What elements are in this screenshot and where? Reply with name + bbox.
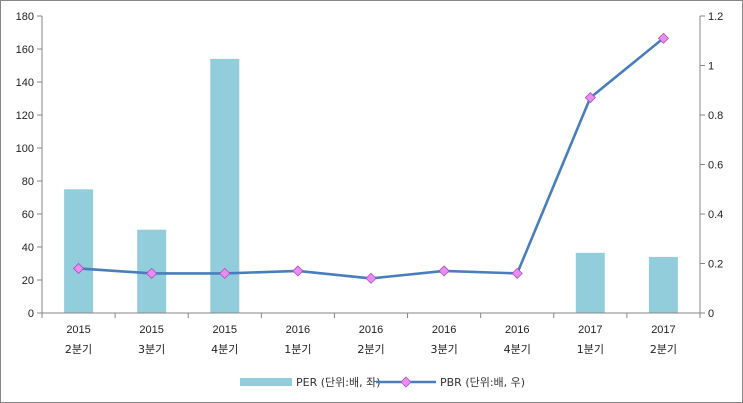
left-tick-label: 120 [16,110,34,122]
pbr-point-7 [511,267,523,279]
x-tick-label-quarter: 3분기 [430,343,457,356]
right-tick-label: 1 [708,61,714,73]
left-tick-label: 40 [22,242,34,254]
x-tick-label-quarter: 1분기 [284,343,311,356]
x-tick-label-year: 2015 [213,324,237,336]
x-tick-label-quarter: 2분기 [357,343,384,356]
x-tick-label-quarter: 3분기 [138,343,165,356]
pbr-point-2 [146,267,158,279]
x-tick-label-year: 2017 [578,324,602,336]
x-tick-label-year: 2016 [505,324,529,336]
legend-per-label: PER (단위:배, 좌) [296,376,381,389]
right-tick-label: 0 [708,308,714,320]
pbr-point-5 [365,272,377,284]
left-tick-label: 0 [28,308,34,320]
plot-area: 0 20 40 60 80 100 120 140 160 180 0 0.2 0.4 0.6 0.8 1 1.… [16,11,724,356]
left-tick-label: 160 [16,44,34,56]
pbr-point-9 [657,32,670,44]
right-tick-label: 0.6 [708,160,723,172]
right-tick-label: 0.2 [708,259,723,271]
left-tick-label: 100 [16,143,34,155]
x-tick-label-quarter: 2분기 [650,343,677,356]
x-tick-label-year: 2016 [359,324,383,336]
left-tick-label: 180 [16,11,34,23]
right-tick-label: 0.4 [708,209,723,221]
left-tick-label: 80 [22,176,34,188]
left-tick-label: 140 [16,77,34,89]
x-tick-label-year: 2017 [651,324,675,336]
x-tick-label-year: 2015 [66,324,90,336]
per-bar-8 [575,252,605,313]
x-tick-label-quarter: 4분기 [211,343,238,356]
x-tick-label-quarter: 2분기 [65,343,92,356]
legend-pbr-label: PBR (단위:배, 우) [440,376,525,389]
x-tick-label-quarter: 1분기 [577,343,604,356]
x-tick-label-quarter: 4분기 [504,343,531,356]
per-bar-1 [64,189,94,314]
pbr-point-6 [438,265,450,277]
pbr-point-8 [584,92,596,104]
x-tick-label-year: 2016 [432,324,456,336]
legend-per-swatch [240,378,292,386]
x-tick-label-year: 2016 [286,324,310,336]
pbr-point-1 [72,262,85,275]
left-tick-label: 20 [22,275,34,287]
pbr-line [78,37,665,280]
legend-pbr-marker [400,376,412,388]
per-bar-9 [648,256,678,313]
right-tick-label: 0.8 [708,110,723,122]
left-tick-label: 60 [22,209,34,221]
x-tick-label-year: 2015 [139,324,163,336]
pbr-point-3 [219,267,231,279]
legend: PER (단위:배, 좌) PBR (단위:배, 우) [240,376,525,389]
pbr-point-4 [292,265,304,277]
right-tick-label: 1.2 [708,11,723,23]
